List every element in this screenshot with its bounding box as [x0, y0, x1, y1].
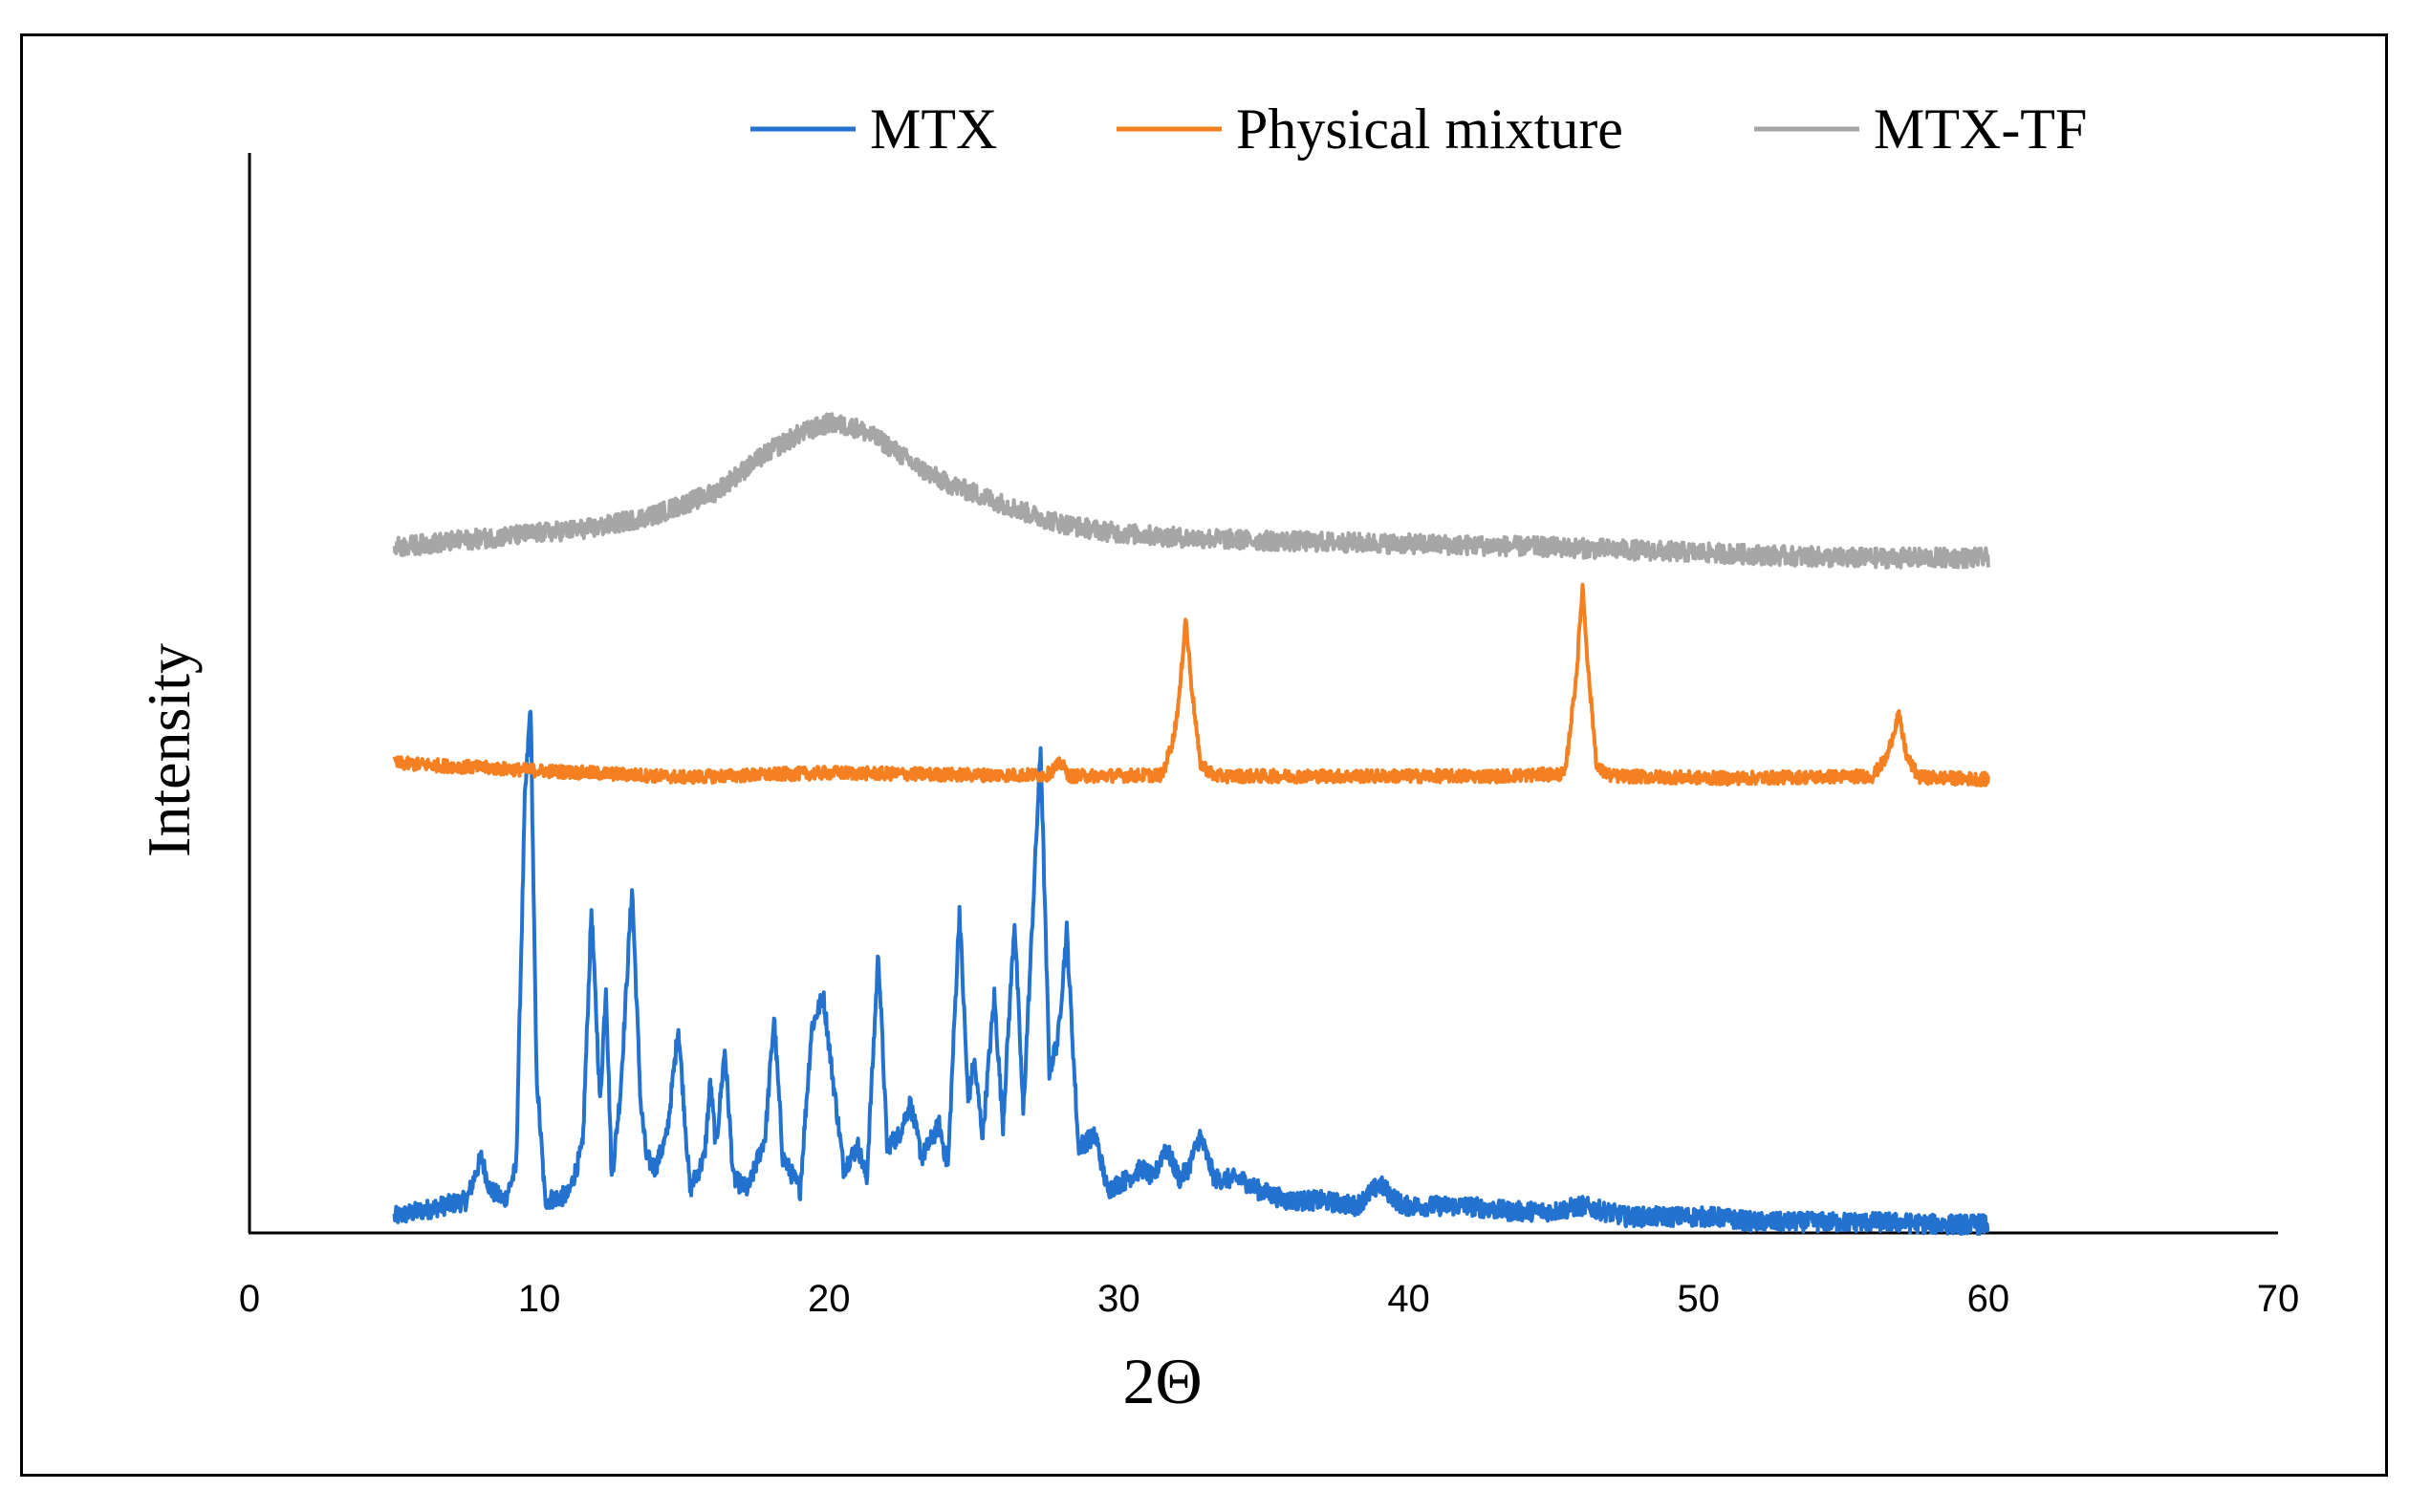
x-axis-title: 2Θ: [1122, 1345, 1202, 1417]
x-tick-label-50: 50: [1677, 1278, 1720, 1320]
series-line-physical-mixture: [392, 582, 1990, 788]
x-tick-label-40: 40: [1387, 1278, 1430, 1320]
legend-label-mtx-tf: MTX-TF: [1874, 97, 2087, 161]
x-tick-label-70: 70: [2257, 1278, 2300, 1320]
legend-label-physical-mixture: Physical mixture: [1236, 97, 1623, 161]
x-tick-labels: 0 10 20 30 40 50 60 70: [239, 1278, 2299, 1320]
x-tick-label-30: 30: [1097, 1278, 1140, 1320]
x-tick-label-0: 0: [239, 1278, 260, 1320]
series-layer: [392, 412, 1990, 1236]
y-axis-title: Intensity: [135, 643, 203, 857]
series-line-mtx: [392, 709, 1990, 1236]
legend: MTX Physical mixture MTX-TF: [750, 97, 2087, 161]
chart-border: [20, 33, 2388, 1477]
legend-label-mtx: MTX: [870, 97, 997, 161]
x-tick-label-20: 20: [808, 1278, 851, 1320]
x-tick-label-10: 10: [518, 1278, 561, 1320]
x-tick-label-60: 60: [1967, 1278, 2010, 1320]
series-line-mtx-tf: [392, 412, 1990, 570]
